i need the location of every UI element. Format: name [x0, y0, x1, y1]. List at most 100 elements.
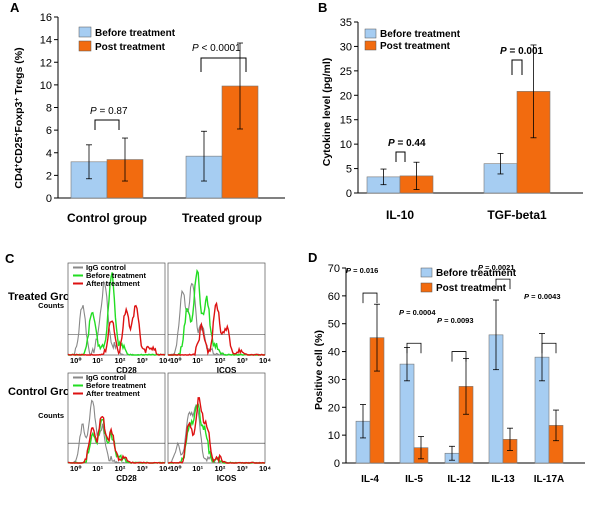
decade-tick-label: 10⁰	[70, 356, 82, 365]
legend-post-swatch	[420, 282, 433, 293]
panel-c-label: C	[5, 251, 15, 266]
y-tick-label: 16	[40, 12, 52, 24]
decade-tick-label: 10⁰	[70, 464, 82, 473]
panel-b-label: B	[318, 0, 327, 15]
decade-tick-label: 10²	[215, 356, 226, 365]
decade-tick-label: 10³	[137, 464, 148, 473]
panel-b-pvalue-2: P = 0.001	[500, 46, 544, 57]
y-tick-label: 8	[46, 103, 52, 115]
y-tick-label: 2	[46, 170, 52, 182]
flow-legend-label: After treatment	[86, 389, 140, 398]
p-value-label: P = 0.0043	[524, 292, 561, 301]
legend-before-swatch	[420, 267, 433, 278]
legend-post-label: Post treatment	[95, 42, 166, 53]
y-tick-label: 30	[340, 41, 352, 53]
panel-b-pvalue-1: P = 0.44	[388, 138, 426, 149]
panel-a-bracket-1	[94, 119, 120, 130]
decade-tick-label: 10²	[115, 464, 126, 473]
panel-b-ylabel: Cytokine level (pg/ml)	[321, 58, 333, 167]
category-label: IL-13	[491, 474, 515, 485]
category-label: IL-5	[405, 474, 423, 485]
legend-before-swatch	[78, 26, 92, 38]
decade-tick-label: 10⁰	[170, 356, 182, 365]
flow-histogram-treated-cd28: 10⁰ 10¹ 10² 10³ 10⁴ CD28 Counts IgG controlBefo…	[38, 262, 171, 375]
histogram-curve-after	[67, 304, 166, 356]
treated-group-label: Treated Group	[8, 291, 83, 303]
y-tick-label: 30	[328, 374, 340, 386]
y-tick-label: 15	[340, 115, 352, 127]
flow-x-label: ICOS	[217, 474, 237, 483]
category-label: TGF-beta1	[487, 208, 547, 222]
y-tick-label: 70	[328, 263, 340, 275]
flow-x-label: CD28	[116, 366, 137, 375]
category-label: Control group	[67, 211, 147, 225]
decade-tick-label: 10⁰	[170, 464, 182, 473]
significance-bracket	[541, 342, 557, 354]
y-tick-label: 60	[328, 291, 340, 303]
flow-legend-label: Before treatment	[86, 271, 147, 280]
y-tick-label: 50	[328, 319, 340, 331]
category-label: IL-10	[386, 208, 414, 222]
panel-c: C Treated Group Control Group 10⁰ 10¹ 10² 1…	[5, 251, 271, 483]
panel-a-label: A	[10, 0, 20, 15]
histogram-curve-after	[168, 397, 266, 464]
decade-tick-label: 10³	[237, 464, 248, 473]
p-value-label: P = 0.016	[346, 266, 378, 275]
flow-histogram-control-icos: 10⁰ 10¹ 10² 10³ 10⁴ ICOS	[167, 372, 271, 483]
y-tick-label: 12	[40, 57, 52, 69]
control-group-label: Control Group	[8, 386, 83, 398]
decade-tick-label: 10⁴	[159, 464, 171, 473]
panel-a-pvalue-1: P = 0.87	[90, 106, 128, 117]
decade-tick-label: 10¹	[92, 464, 103, 473]
category-label: IL-17A	[534, 474, 565, 485]
flow-x-label: CD28	[116, 474, 137, 483]
category-label: IL-4	[361, 474, 379, 485]
legend-before-swatch	[364, 28, 377, 39]
panel-b-bracket-2	[511, 59, 523, 75]
decade-tick-label: 10³	[237, 356, 248, 365]
histogram-curve-after	[168, 301, 266, 357]
flow-histogram-treated-icos: 10⁰ 10¹ 10² 10³ 10⁴ ICOS	[167, 262, 271, 375]
bar-treated-group-post	[221, 85, 259, 199]
significance-bracket	[495, 278, 511, 290]
category-label: IL-12	[447, 474, 471, 485]
flow-histogram-control-cd28: 10⁰ 10¹ 10² 10³ 10⁴ CD28 Counts IgG controlBefo…	[38, 372, 171, 483]
panel-d: D Positive cell (%) 0 10 20 30 40 50 60 70 P = …	[308, 250, 585, 485]
legend-post-swatch	[78, 40, 92, 52]
y-tick-label: 40	[328, 347, 340, 359]
flow-x-label: ICOS	[217, 366, 237, 375]
panel-d-ylabel: Positive cell (%)	[313, 330, 325, 410]
legend-post-label: Post treatment	[380, 41, 451, 52]
legend-before-label: Before treatment	[95, 28, 176, 39]
flow-legend-label: Before treatment	[86, 381, 147, 390]
panel-a-pvalue-2: P < 0.0001	[192, 43, 241, 54]
significance-bracket	[362, 292, 378, 304]
y-tick-label: 35	[340, 17, 352, 29]
significance-bracket	[451, 351, 467, 362]
flow-y-label: Counts	[38, 411, 64, 420]
y-tick-label: 6	[46, 125, 52, 137]
flow-legend-label: IgG control	[86, 373, 126, 382]
decade-tick-label: 10³	[137, 356, 148, 365]
decade-tick-label: 10¹	[192, 464, 203, 473]
y-tick-label: 14	[40, 35, 52, 47]
flow-y-label: Counts	[38, 301, 64, 310]
category-label: Treated group	[182, 211, 262, 225]
y-tick-label: 10	[328, 430, 340, 442]
decade-tick-label: 10¹	[92, 356, 103, 365]
decade-tick-label: 10⁴	[159, 356, 171, 365]
panel-b: B Cytokine level (pg/ml) 05101520253035 …	[318, 0, 583, 222]
y-tick-label: 20	[328, 402, 340, 414]
legend-post-label: Post treatment	[436, 283, 507, 294]
histogram-frame	[167, 372, 266, 464]
y-tick-label: 0	[346, 188, 352, 200]
y-tick-label: 5	[346, 164, 352, 176]
significance-bracket	[406, 342, 422, 354]
legend-post-swatch	[364, 40, 377, 51]
histogram-curve-before	[67, 272, 165, 356]
panel-b-bracket-1	[395, 151, 406, 162]
legend-before-label: Before treatment	[380, 29, 461, 40]
flow-legend-label: IgG control	[86, 263, 126, 272]
histogram-frame	[167, 262, 266, 356]
